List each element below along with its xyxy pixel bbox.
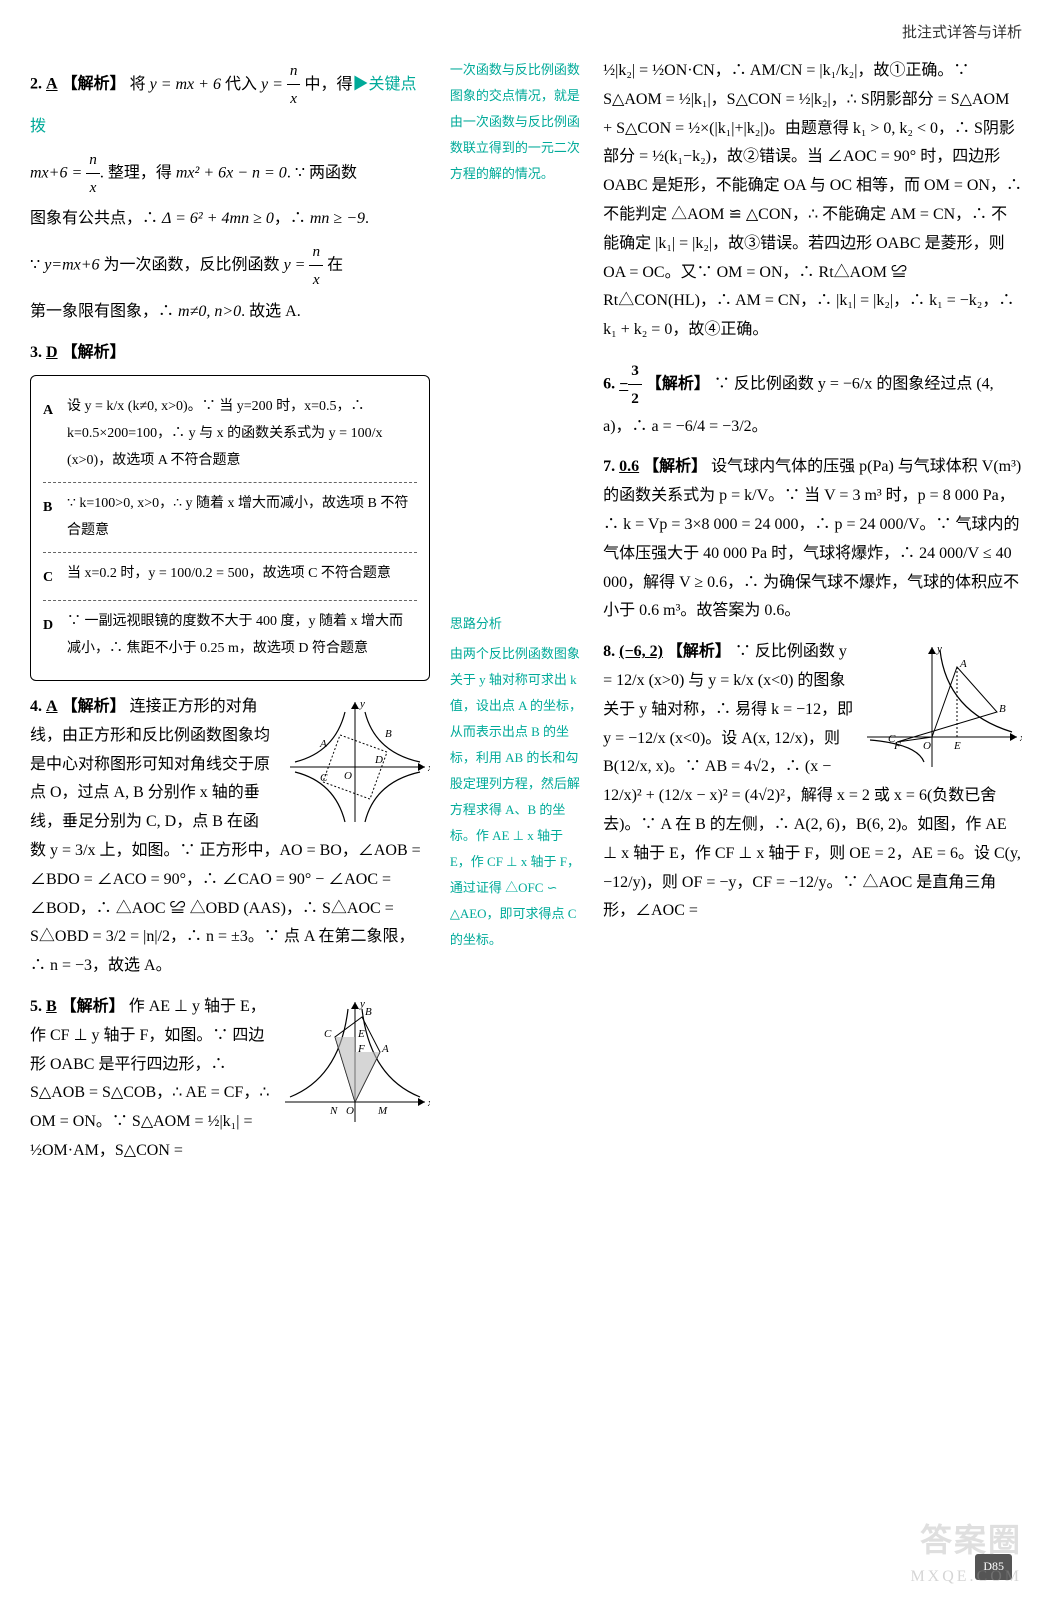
svg-text:C: C xyxy=(320,772,328,784)
q5-diagram: x y O A B C E F M N xyxy=(280,997,430,1127)
q7-text: 设气球内气体的压强 p(Pa) 与气球体积 V(m³) 的函数关系式为 p = … xyxy=(603,458,1021,619)
q5-continuation: ½|k₂| = ½ON·CN，∴ AM/CN = |k₁/k₂|，故①正确。∵ … xyxy=(603,57,1022,345)
opt-A-label: A xyxy=(43,394,67,474)
svg-text:D: D xyxy=(374,754,383,766)
q5-answer: B xyxy=(46,998,57,1015)
q4-answer: A xyxy=(46,698,58,715)
table-row: B ∵ k=100>0, x>0，∴ y 随着 x 增大而减小，故选项 B 不符… xyxy=(43,483,417,553)
q8-answer: (−6, 2) xyxy=(619,643,663,660)
note2-body: 由两个反比例函数图象关于 y 轴对称可求出 k 值，设出点 A 的坐标，从而表示… xyxy=(450,641,583,953)
q7-label: 【解析】 xyxy=(643,458,707,475)
svg-text:F: F xyxy=(357,1043,365,1055)
q5-cont-text: ½|k₂| = ½ON·CN，∴ AM/CN = |k₁/k₂|，故①正确。∵ … xyxy=(603,57,1022,345)
q6-label: 【解析】 xyxy=(646,376,710,393)
svg-text:y: y xyxy=(359,698,365,710)
svg-text:x: x xyxy=(427,1097,430,1109)
q6-num: 6. xyxy=(603,376,615,393)
question-7: 7. 0.6 【解析】 设气球内气体的压强 p(Pa) 与气球体积 V(m³) … xyxy=(603,453,1022,626)
q2-line5: 第一象限有图象，∴ m≠0, n>0. 故选 A. xyxy=(30,298,430,327)
opt-D-label: D xyxy=(43,609,67,662)
middle-column: 一次函数与反比例函数图象的交点情况，就是由一次函数与反比例函数联立得到的一元二次… xyxy=(450,57,583,1178)
opt-C-label: C xyxy=(43,561,67,592)
q3-answer: D xyxy=(46,344,58,361)
svg-text:O: O xyxy=(346,1105,354,1117)
q8-label: 【解析】 xyxy=(667,643,731,660)
q2-answer: A xyxy=(46,76,58,93)
opt-A-text: 设 y = k/x (k≠0, x>0)。∵ 当 y=200 时，x=0.5，∴… xyxy=(67,394,417,474)
note1-body: 一次函数与反比例函数图象的交点情况，就是由一次函数与反比例函数联立得到的一元二次… xyxy=(450,57,583,187)
table-row: C 当 x=0.2 时，y = 100/0.2 = 500，故选项 C 不符合题… xyxy=(43,553,417,601)
right-column: ½|k₂| = ½ON·CN，∴ AM/CN = |k₁/k₂|，故①正确。∵ … xyxy=(603,57,1022,1178)
opt-B-text: ∵ k=100>0, x>0，∴ y 随着 x 增大而减小，故选项 B 不符合题… xyxy=(67,491,417,544)
svg-text:B: B xyxy=(999,703,1006,715)
q8-diagram: x y O A B C E F xyxy=(862,642,1022,772)
question-3: 3. D 【解析】 A 设 y = k/x (k≠0, x>0)。∵ 当 y=2… xyxy=(30,339,430,682)
q6-answer: −32 xyxy=(619,376,642,393)
q2-line3: 图象有公共点，∴ Δ = 6² + 4mn ≥ 0，∴ mn ≥ −9. xyxy=(30,205,430,234)
q5-label: 【解析】 xyxy=(61,998,125,1015)
q4-num: 4. xyxy=(30,698,42,715)
header-subtitle: 批注式详答与详析 xyxy=(30,20,1022,47)
q2-label: 【解析】 xyxy=(62,76,126,93)
q8-num: 8. xyxy=(603,643,615,660)
opt-B-label: B xyxy=(43,491,67,544)
q5-num: 5. xyxy=(30,998,42,1015)
question-2: 2. A 【解析】 将 y = mx + 6 代入 y = nx 中，得▶关键点… xyxy=(30,57,430,327)
watermark-url: MXQE.COM xyxy=(910,1563,1022,1592)
svg-text:M: M xyxy=(377,1105,388,1117)
note2-title: 思路分析 xyxy=(450,611,583,637)
q7-num: 7. xyxy=(603,458,615,475)
watermark-text: 答案圈 xyxy=(920,1512,1022,1570)
question-6: 6. −32 【解析】 ∵ 反比例函数 y = −6/x 的图象经过点 (4, … xyxy=(603,357,1022,442)
opt-D-text: ∵ 一副远视眼镜的度数不大于 400 度，y 随着 x 增大而减小，∴ 焦距不小… xyxy=(67,609,417,662)
q5-text: 作 AE ⊥ y 轴于 E，作 CF ⊥ y 轴于 F，如图。∵ 四边形 OAB… xyxy=(30,998,270,1159)
svg-text:A: A xyxy=(381,1043,389,1055)
svg-text:B: B xyxy=(365,1006,372,1018)
svg-text:A: A xyxy=(319,738,327,750)
main-columns: 2. A 【解析】 将 y = mx + 6 代入 y = nx 中，得▶关键点… xyxy=(30,57,1022,1178)
q4-label: 【解析】 xyxy=(62,698,126,715)
question-8: x y O A B C E F 8. (−6, 2) 【解析】 ∵ 反比例函数 … xyxy=(603,638,1022,926)
question-5: x y O A B C E F M N 5. B 【解析】 作 AE ⊥ xyxy=(30,993,430,1166)
svg-text:E: E xyxy=(953,740,961,752)
q2-line4: ∵ y=mx+6 为一次函数，反比例函数 y = nx 在 xyxy=(30,238,430,294)
question-4: x y O A B C D 4. A 【解析】 连接正方形的对角线，由正方形和反… xyxy=(30,693,430,981)
q3-label: 【解析】 xyxy=(62,344,126,361)
svg-text:y: y xyxy=(936,643,942,655)
svg-text:O: O xyxy=(923,740,931,752)
svg-text:O: O xyxy=(344,770,352,782)
svg-text:x: x xyxy=(1019,732,1022,744)
svg-text:E: E xyxy=(357,1028,365,1040)
table-row: D ∵ 一副远视眼镜的度数不大于 400 度，y 随着 x 增大而减小，∴ 焦距… xyxy=(43,601,417,670)
table-row: A 设 y = k/x (k≠0, x>0)。∵ 当 y=200 时，x=0.5… xyxy=(43,386,417,483)
svg-text:C: C xyxy=(324,1028,332,1040)
svg-text:x: x xyxy=(427,762,430,774)
svg-text:A: A xyxy=(959,658,967,670)
left-column: 2. A 【解析】 将 y = mx + 6 代入 y = nx 中，得▶关键点… xyxy=(30,57,430,1178)
opt-C-text: 当 x=0.2 时，y = 100/0.2 = 500，故选项 C 不符合题意 xyxy=(67,561,417,592)
q3-options-table: A 设 y = k/x (k≠0, x>0)。∵ 当 y=200 时，x=0.5… xyxy=(30,375,430,681)
q2-num: 2. xyxy=(30,76,42,93)
q7-answer: 0.6 xyxy=(619,458,639,475)
svg-text:N: N xyxy=(329,1105,338,1117)
q3-num: 3. xyxy=(30,344,42,361)
q2-line2: mx+6 = nx. 整理，得 mx² + 6x − n = 0. ∵ 两函数 xyxy=(30,146,430,202)
svg-text:F: F xyxy=(893,740,901,752)
svg-text:B: B xyxy=(385,728,392,740)
q4-diagram: x y O A B C D xyxy=(280,697,430,827)
